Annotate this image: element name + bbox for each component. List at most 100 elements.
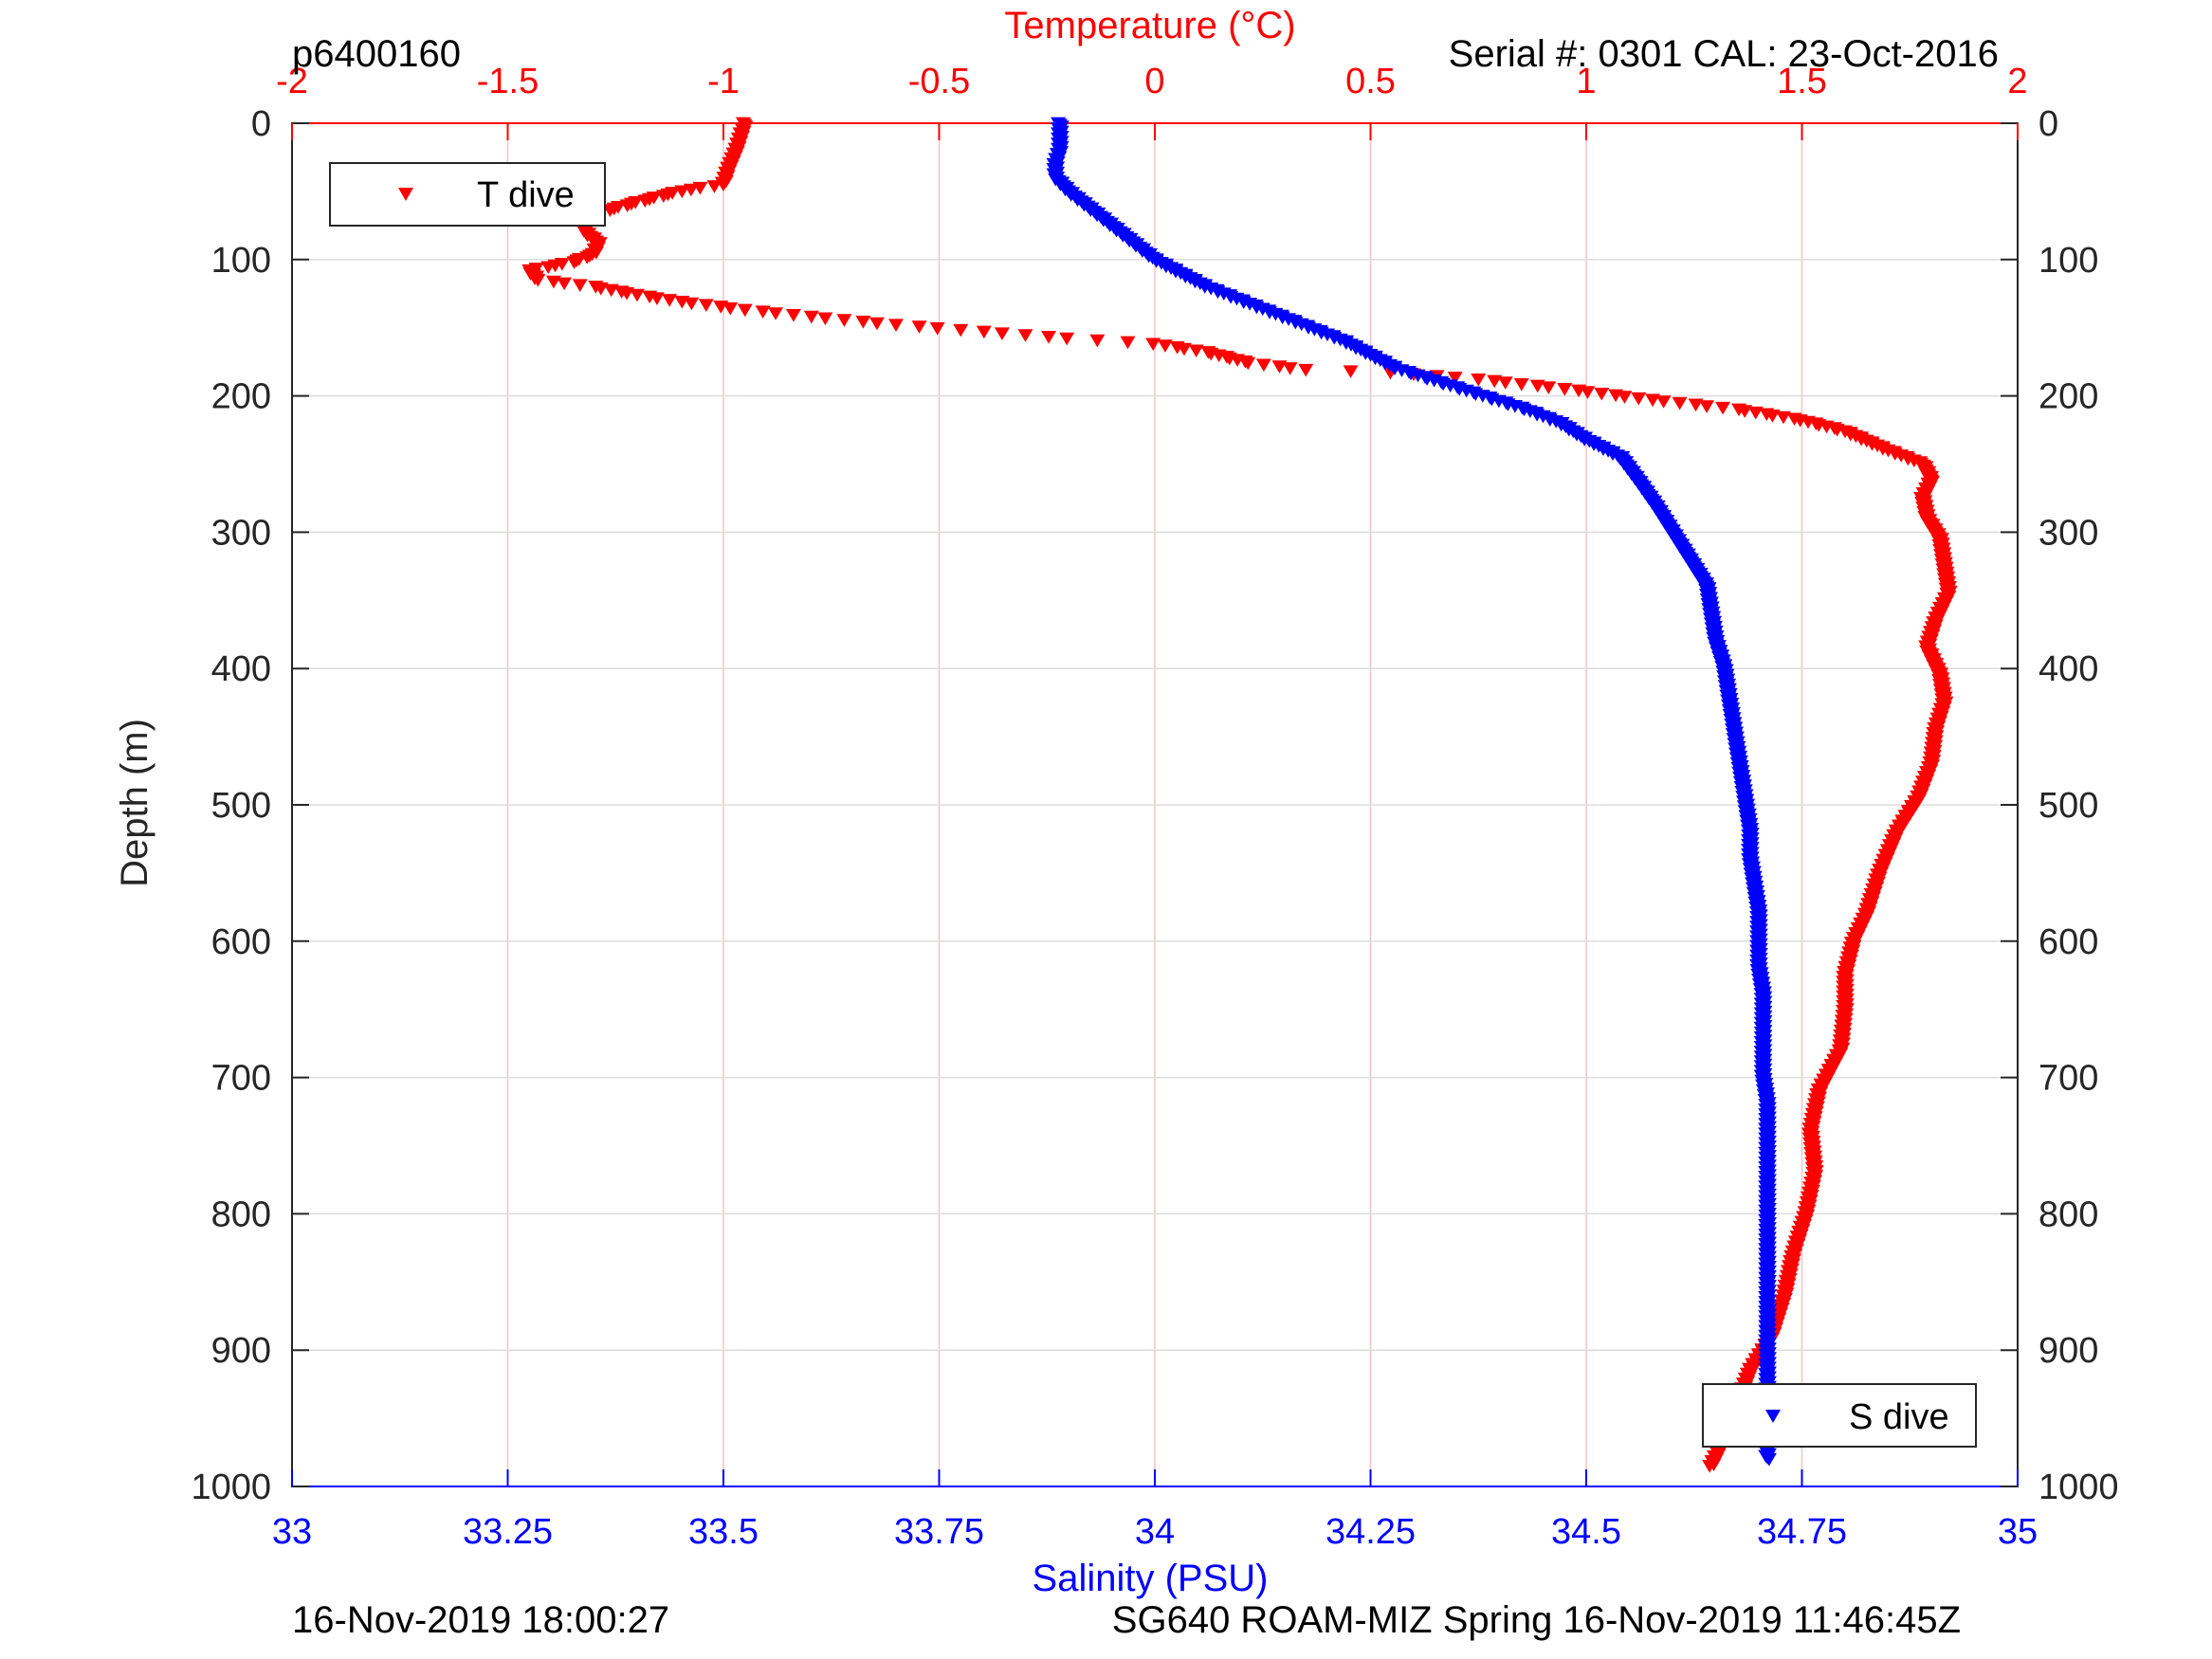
y-tick-label-right: 800 bbox=[2038, 1194, 2098, 1234]
temperature-point bbox=[1282, 362, 1298, 375]
temperature-point bbox=[1715, 401, 1731, 415]
temperature-tick-label: 2 bbox=[2007, 62, 2027, 101]
temperature-point bbox=[1497, 376, 1513, 390]
temperature-series bbox=[521, 117, 1958, 1473]
temperature-point bbox=[1471, 373, 1487, 387]
salinity-tick-label: 35 bbox=[1998, 1512, 2038, 1552]
y-tick-label-left: 100 bbox=[211, 241, 271, 281]
temperature-point bbox=[1672, 396, 1688, 410]
legend-marker-triangle bbox=[1765, 1410, 1781, 1423]
temperature-point bbox=[1737, 405, 1753, 418]
temperature-point bbox=[1255, 358, 1271, 373]
temperature-point bbox=[1145, 337, 1161, 352]
footer-mission-label: SG640 ROAM-MIZ Spring 16-Nov-2019 11:46:… bbox=[1112, 1599, 1961, 1641]
temperature-point bbox=[1176, 342, 1192, 356]
y-tick-label-left: 900 bbox=[211, 1331, 271, 1371]
temperature-tick-label: 1 bbox=[1576, 62, 1596, 101]
temperature-point bbox=[1699, 400, 1715, 413]
y-tick-label-left: 0 bbox=[251, 104, 271, 144]
temperature-point bbox=[557, 277, 573, 291]
temperature-tick-label: 1.5 bbox=[1777, 62, 1827, 101]
temperature-point bbox=[1594, 387, 1610, 401]
salinity-tick-label: 33.75 bbox=[894, 1512, 984, 1552]
salinity-tick-label: 34 bbox=[1135, 1512, 1175, 1552]
temperature-point bbox=[530, 273, 546, 287]
temperature-tick-label: -1.5 bbox=[477, 62, 539, 101]
temperature-tick-label: -1 bbox=[707, 62, 740, 101]
salinity-tick-label: 33.25 bbox=[463, 1512, 553, 1552]
legend-salinity: S dive bbox=[1702, 1383, 1977, 1448]
temperature-point bbox=[1487, 374, 1503, 389]
y-tick-label-right: 1000 bbox=[2038, 1468, 2119, 1507]
legend-label: S dive bbox=[1849, 1397, 1949, 1437]
temperature-point bbox=[722, 301, 739, 316]
serial-cal-label: Serial #: 0301 CAL: 23-Oct-2016 bbox=[1449, 33, 1999, 75]
y-tick-label-right: 100 bbox=[2038, 241, 2098, 281]
temperature-point bbox=[1580, 386, 1596, 399]
salinity-axis-label: Salinity (PSU) bbox=[1033, 1558, 1269, 1599]
y-tick-label-right: 900 bbox=[2038, 1331, 2098, 1371]
temperature-point bbox=[698, 299, 714, 313]
temperature-point bbox=[572, 279, 588, 292]
salinity-tick-label: 33 bbox=[272, 1512, 312, 1552]
y-tick-label-right: 200 bbox=[2038, 377, 2098, 417]
temperature-point bbox=[888, 319, 904, 333]
salinity-tick-label: 34.25 bbox=[1325, 1512, 1416, 1552]
y-tick-label-right: 400 bbox=[2038, 649, 2098, 689]
temperature-tick-label: -0.5 bbox=[908, 62, 970, 101]
salinity-point bbox=[1761, 1452, 1777, 1467]
temperature-point bbox=[1343, 365, 1359, 378]
temperature-point bbox=[817, 312, 833, 326]
temperature-point bbox=[929, 322, 945, 336]
profile-id: p6400160 bbox=[292, 33, 461, 75]
y-tick-label-left: 800 bbox=[211, 1194, 271, 1234]
temperature-point bbox=[1688, 398, 1704, 412]
temperature-tick-label: 0.5 bbox=[1345, 62, 1396, 101]
temperature-point bbox=[706, 180, 722, 193]
y-tick-label-left: 600 bbox=[211, 922, 271, 962]
legend-box bbox=[1702, 1383, 1977, 1448]
temperature-point bbox=[1089, 334, 1106, 348]
temperature-point bbox=[566, 256, 582, 269]
temperature-tick-label: -2 bbox=[276, 62, 308, 101]
temperature-point bbox=[1513, 377, 1529, 392]
salinity-tick-label: 34.5 bbox=[1551, 1512, 1621, 1552]
y-tick-label-right: 300 bbox=[2038, 513, 2098, 553]
temperature-point bbox=[994, 327, 1010, 341]
footer-timestamp: 16-Nov-2019 18:00:27 bbox=[292, 1599, 669, 1641]
y-tick-label-left: 300 bbox=[211, 513, 271, 553]
y-tick-label-right: 700 bbox=[2038, 1059, 2098, 1099]
temperature-point bbox=[662, 294, 678, 307]
temperature-tick-label: 0 bbox=[1144, 62, 1164, 101]
temperature-point bbox=[1188, 344, 1204, 358]
temperature-point bbox=[755, 305, 771, 319]
depth-axis-label: Depth (m) bbox=[114, 719, 155, 887]
temperature-point bbox=[1557, 383, 1573, 396]
temperature-point bbox=[1645, 393, 1661, 408]
temperature-point bbox=[1240, 356, 1256, 371]
temperature-point bbox=[1764, 410, 1781, 423]
y-tick-label-right: 0 bbox=[2038, 104, 2058, 144]
temperature-point bbox=[785, 308, 801, 322]
y-tick-label-left: 500 bbox=[211, 786, 271, 826]
temperature-point bbox=[1529, 379, 1545, 393]
temperature-point bbox=[976, 325, 992, 339]
temperature-point bbox=[540, 261, 557, 275]
axis-ticks: 0 0 100 100 200 200 300 300 400 400 500 500 600 600 70… bbox=[191, 62, 2118, 1552]
legend-marker-triangle bbox=[398, 188, 413, 201]
temperature-point bbox=[1631, 392, 1647, 406]
temperature-point bbox=[836, 314, 852, 327]
legend-temperature: T dive bbox=[329, 162, 606, 227]
temperature-point bbox=[649, 292, 665, 305]
temperature-point bbox=[768, 307, 784, 320]
y-tick-label-left: 1000 bbox=[191, 1468, 271, 1507]
y-tick-label-left: 200 bbox=[211, 377, 271, 417]
temperature-point bbox=[1120, 336, 1136, 350]
y-tick-label-right: 500 bbox=[2038, 786, 2098, 826]
y-tick-label-left: 700 bbox=[211, 1059, 271, 1099]
temperature-point bbox=[1059, 332, 1075, 346]
temperature-point bbox=[1157, 339, 1173, 353]
temperature-point bbox=[684, 297, 700, 311]
temperature-point bbox=[1776, 410, 1791, 425]
